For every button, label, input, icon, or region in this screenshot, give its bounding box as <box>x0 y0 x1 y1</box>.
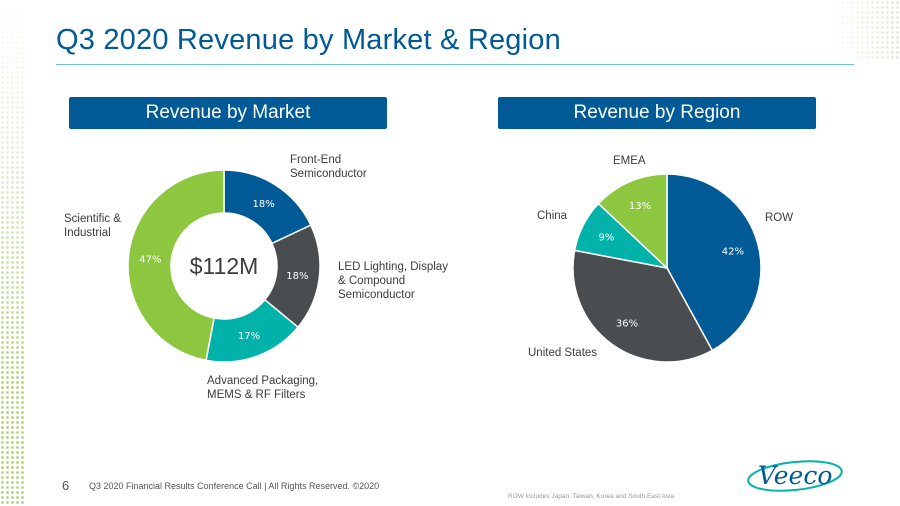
veeco-logo: Veeco <box>745 456 851 501</box>
region-pct-label-row: 42% <box>722 247 744 258</box>
decorative-dot-pattern-left <box>0 0 26 506</box>
market-center-total-label: $112M <box>190 253 259 279</box>
page-number: 6 <box>62 478 70 493</box>
row-footnote: ROW includes Japan, Taiwan, Korea and So… <box>508 493 675 500</box>
market-pct-label-scientific-industrial: 47% <box>139 255 161 266</box>
region-category-label-row: ROW <box>765 212 793 224</box>
region-pie-chart: 42% ROW 36% United States 9% China 13% EMEA <box>528 155 793 363</box>
market-pct-label-front-end-semiconductor: 18% <box>253 199 275 210</box>
title-divider <box>56 64 854 65</box>
decorative-dot-pattern-right <box>830 0 900 60</box>
region-pct-label-emea: 13% <box>629 201 651 212</box>
market-pct-label-advanced-packaging-mems-rf-filters: 17% <box>238 331 260 342</box>
region-slice-emea <box>597 173 668 270</box>
region-pct-label-china: 9% <box>598 233 614 244</box>
region-category-label-emea: EMEA <box>613 155 646 167</box>
market-chart-header: Revenue by Market <box>69 97 387 129</box>
page-title: Q3 2020 Revenue by Market & Region <box>56 24 561 56</box>
region-category-label-united-states: United States <box>528 347 597 359</box>
market-donut-chart: 18% Front-End Semiconductor 18% LED Lighting… <box>64 154 448 401</box>
logo-swoosh-icon <box>747 460 843 492</box>
market-category-label-front-end-semiconductor: Front-End Semiconductor <box>290 154 367 180</box>
market-slice-scientific-industrial <box>127 169 225 362</box>
region-slice-united-states <box>572 249 714 363</box>
region-pct-label-united-states: 36% <box>616 319 638 330</box>
svg-text:Veeco: Veeco <box>758 461 832 490</box>
footer-text: Q3 2020 Financial Results Conference Cal… <box>89 481 380 491</box>
region-slice-row <box>666 173 762 352</box>
market-pct-label-led-lighting-display-compound-semiconductor: 18% <box>286 271 308 282</box>
market-category-label-advanced-packaging-mems-rf-filters: Advanced Packaging, MEMS & RF Filters <box>207 375 318 401</box>
region-chart-header: Revenue by Region <box>498 97 816 129</box>
market-category-label-scientific-industrial: Scientific & Industrial <box>64 213 121 239</box>
market-category-label-led-lighting-display-compound-semiconductor: LED Lighting, Display & Compound Semicondu… <box>338 261 448 301</box>
region-category-label-china: China <box>537 210 568 222</box>
